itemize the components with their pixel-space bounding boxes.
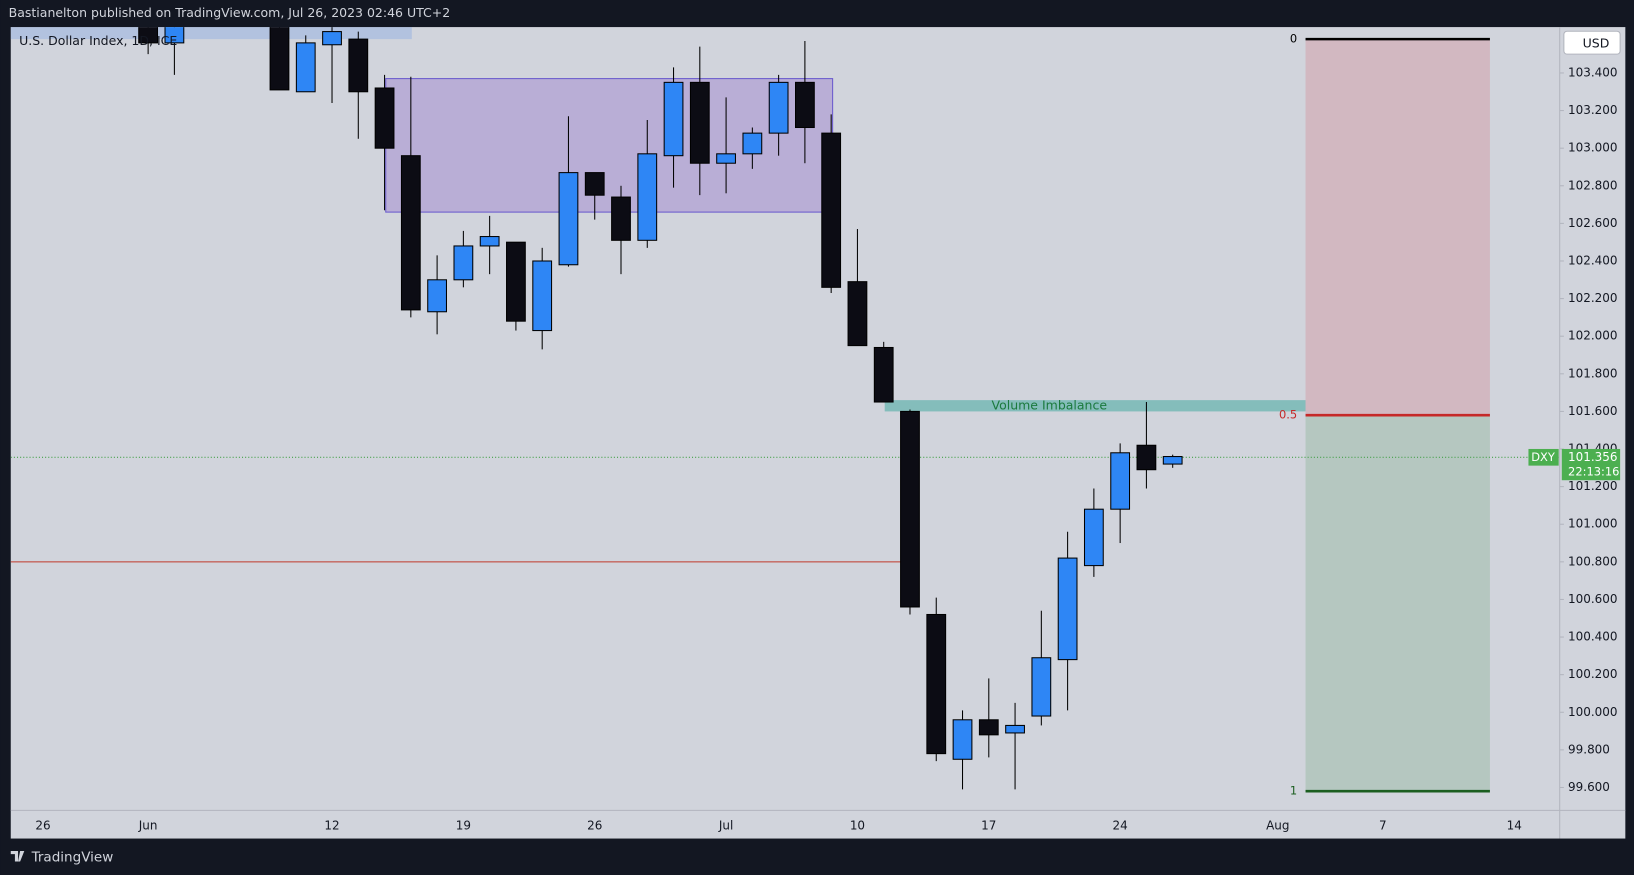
candle-body: [900, 410, 920, 608]
x-tick-label: 14: [1507, 819, 1522, 833]
imbalance-label: Volume Imbalance: [992, 397, 1108, 412]
x-tick-label: 17: [981, 819, 996, 833]
x-tick-label: 19: [456, 819, 471, 833]
candle-body: [611, 196, 631, 241]
y-tick-label: 102.200: [1568, 291, 1618, 305]
footer-brand: TradingView: [31, 849, 114, 865]
top-box: [10, 27, 412, 40]
candle-body: [164, 27, 185, 44]
candle-body: [295, 42, 316, 93]
candle-body: [689, 81, 710, 164]
candle-body: [138, 27, 159, 44]
y-tick-label: 101.600: [1568, 404, 1618, 418]
fib-level-label: 0: [1290, 32, 1297, 46]
candle-body: [558, 172, 579, 266]
y-tick-label: 102.400: [1568, 253, 1618, 267]
x-tick-label: Jun: [138, 819, 158, 833]
brand-logo: [10, 851, 25, 862]
y-tick-label: 100.400: [1568, 630, 1618, 644]
candle-body: [374, 87, 395, 149]
y-tick-label: 101.000: [1568, 517, 1618, 531]
candle-body: [716, 153, 736, 164]
candle-body: [1083, 508, 1104, 567]
fib-zone-upper: [1305, 39, 1490, 416]
chart-bg: [10, 27, 1626, 839]
candle-body: [873, 346, 894, 403]
y-tick-label: 99.600: [1568, 780, 1610, 794]
y-tick-label: 99.800: [1568, 742, 1610, 756]
candle-body: [637, 153, 658, 241]
x-tick-label: 12: [324, 819, 339, 833]
candle-body: [269, 27, 290, 91]
fib-level-label: 0.5: [1279, 408, 1297, 422]
range-box: [385, 78, 834, 213]
y-tick-label: 102.000: [1568, 329, 1618, 343]
candle-body: [847, 281, 868, 347]
y-tick-label: 100.800: [1568, 554, 1618, 568]
candle-body: [1110, 452, 1131, 510]
candle-body: [506, 241, 526, 322]
candle-body: [663, 81, 684, 157]
candle-body: [453, 245, 474, 281]
candle-body: [795, 81, 815, 129]
y-tick-label: 100.600: [1568, 592, 1618, 606]
x-tick-label: 26: [35, 819, 50, 833]
candle-body: [926, 613, 947, 755]
imbalance-box: [884, 400, 1306, 412]
y-tick-label: 101.200: [1568, 479, 1618, 493]
fib-zone-lower: [1305, 415, 1490, 792]
candle-body: [768, 81, 789, 134]
candle-body: [427, 279, 447, 313]
candle-body: [400, 155, 421, 311]
currency: USD: [1583, 35, 1610, 50]
y-tick-label: 103.400: [1568, 65, 1618, 79]
candle-body: [1005, 724, 1025, 734]
y-tick-label: 102.800: [1568, 178, 1618, 192]
header-text: Bastianelton published on TradingView.co…: [9, 5, 451, 20]
candle-body: [479, 236, 500, 247]
x-tick-label: Jul: [718, 819, 733, 833]
y-tick-label: 103.200: [1568, 103, 1618, 117]
candle-body: [1136, 444, 1157, 471]
x-tick-label: 24: [1113, 819, 1128, 833]
candle-body: [952, 719, 973, 760]
candle-body: [532, 260, 553, 332]
x-tick-label: 7: [1379, 819, 1387, 833]
candle-body: [1057, 557, 1078, 661]
currency-button[interactable]: [1563, 30, 1621, 55]
y-tick-label: 100.200: [1568, 667, 1618, 681]
candle-body: [978, 719, 999, 736]
symbol-tag: [1528, 448, 1559, 466]
candle-body: [1031, 657, 1052, 717]
y-tick-label: 101.800: [1568, 366, 1618, 380]
symbol-tag-text: DXY: [1531, 450, 1556, 464]
candle-body: [348, 38, 369, 93]
candle-body: [322, 31, 342, 46]
x-tick-label: Aug: [1266, 819, 1289, 833]
price-tag: [1561, 448, 1621, 481]
y-tick-label: 102.600: [1568, 216, 1618, 230]
y-tick-label: 100.000: [1568, 705, 1618, 719]
plot: [10, 27, 1560, 793]
countdown: 22:13:16: [1568, 464, 1619, 478]
x-tick-label: 26: [587, 819, 602, 833]
price-tag-text: 101.356: [1568, 450, 1618, 464]
candle-body: [821, 132, 842, 288]
candle-body: [742, 132, 763, 155]
candle-body: [584, 172, 605, 196]
x-tick-label: 10: [850, 819, 865, 833]
fib-level-label: 1: [1290, 784, 1297, 798]
y-tick-label: 103.000: [1568, 141, 1618, 155]
symbol-title: U.S. Dollar Index, 1D, ICE: [19, 33, 177, 48]
candle-body: [1162, 456, 1183, 465]
